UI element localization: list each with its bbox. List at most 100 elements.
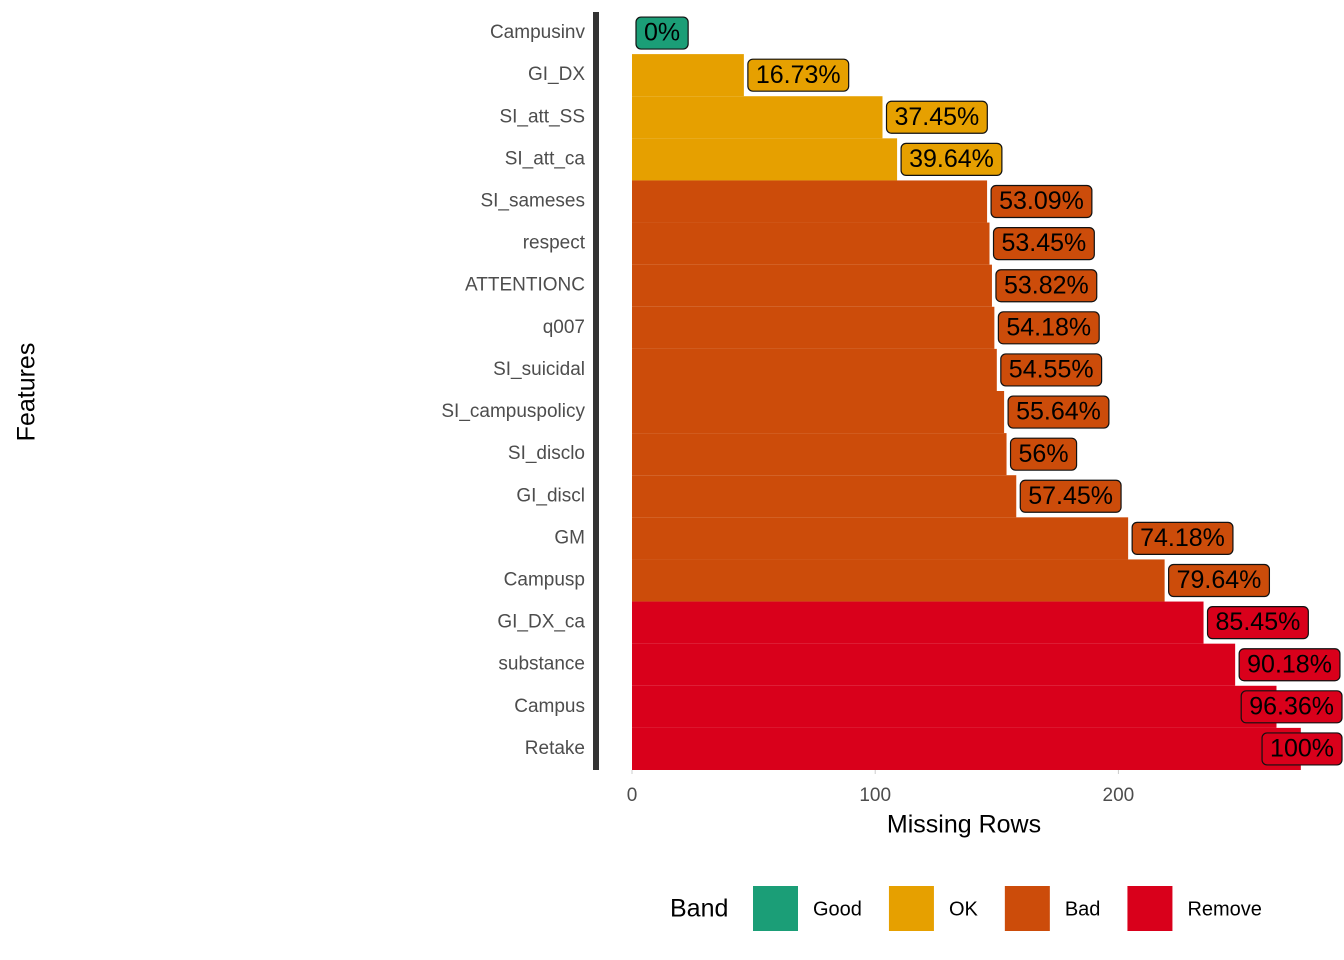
data-label-text: 39.64% <box>909 145 994 173</box>
data-label-box <box>1007 395 1110 429</box>
data-label: 55.64% <box>1007 395 1110 429</box>
data-label: 0% <box>635 16 689 50</box>
legend-label: Bad <box>1065 898 1101 920</box>
data-label-text: 16.73% <box>756 61 841 89</box>
bar <box>632 559 1165 602</box>
data-label-box <box>885 100 988 134</box>
data-label-box <box>995 269 1098 303</box>
data-label-box <box>1168 563 1271 598</box>
legend-title: Band <box>670 895 728 923</box>
data-label-text: 37.45% <box>895 103 980 131</box>
data-label-text: 90.18% <box>1247 650 1332 678</box>
data-label: 57.45% <box>1019 479 1122 513</box>
data-label-text: 56% <box>1019 440 1069 468</box>
y-tick-label: GI_DX_ca <box>497 612 585 633</box>
data-label-box <box>1131 521 1234 555</box>
data-label-box <box>635 16 689 50</box>
data-label: 85.45% <box>1206 606 1309 640</box>
legend-label: Good <box>813 898 862 920</box>
y-tick-label: ATTENTIONC <box>465 275 585 296</box>
data-label: 53.45% <box>992 227 1095 261</box>
data-label-box <box>1238 648 1341 682</box>
data-label-text: 53.09% <box>999 187 1084 215</box>
legend-key <box>753 886 798 931</box>
legend-label: Remove <box>1187 898 1261 920</box>
data-label-box <box>1261 732 1343 766</box>
bar <box>632 601 1204 644</box>
x-tick-label: 0 <box>627 785 638 806</box>
data-label: 79.64% <box>1168 563 1271 598</box>
data-label-box <box>1206 606 1309 640</box>
data-label: 16.73% <box>747 58 850 92</box>
data-label: 54.55% <box>1000 353 1103 387</box>
legend-key <box>888 886 934 931</box>
data-label-box <box>1019 479 1122 513</box>
data-label-text: 55.64% <box>1016 398 1101 426</box>
data-label-box <box>1240 690 1343 724</box>
legend-key <box>1127 886 1173 931</box>
y-tick-label: Retake <box>525 738 585 759</box>
y-tick-label: GM <box>554 527 585 548</box>
data-label: 53.82% <box>995 269 1098 303</box>
bar <box>632 138 898 181</box>
y-tick-label: GI_discl <box>516 485 585 506</box>
y-tick-label: GI_DX <box>528 64 585 85</box>
bar <box>632 180 988 223</box>
bar <box>632 96 883 139</box>
data-label: 54.18% <box>997 311 1100 345</box>
data-label-box <box>1009 437 1078 471</box>
bar <box>632 348 997 391</box>
data-label-text: 100% <box>1270 735 1334 763</box>
data-label: 53.09% <box>990 184 1093 219</box>
data-label-box <box>997 311 1100 345</box>
data-label-box <box>990 184 1093 219</box>
data-label: 100% <box>1261 732 1343 766</box>
data-label-text: 53.82% <box>1004 271 1089 299</box>
data-label-box <box>1000 353 1103 387</box>
data-label-box <box>900 142 1003 176</box>
bar <box>632 306 995 349</box>
data-label: 39.64% <box>900 142 1003 176</box>
data-label: 90.18% <box>1238 648 1341 682</box>
data-label-text: 57.45% <box>1028 482 1113 510</box>
bar <box>632 643 1236 686</box>
data-label-text: 53.45% <box>1002 229 1087 257</box>
bar <box>632 727 1301 770</box>
y-tick-label: SI_att_ca <box>505 148 586 169</box>
bar <box>632 391 1005 434</box>
y-tick-label: Campusp <box>504 570 585 591</box>
data-label: 37.45% <box>885 100 988 134</box>
y-tick-label: SI_disclo <box>508 443 585 464</box>
y-tick-label: respect <box>523 233 586 254</box>
legend-label: OK <box>949 898 979 920</box>
bar <box>632 433 1007 476</box>
data-label-text: 54.18% <box>1006 313 1091 341</box>
y-tick-label: SI_sameses <box>480 191 585 212</box>
bar <box>632 54 744 97</box>
x-axis-title: Missing Rows <box>887 811 1041 839</box>
y-tick-label: Campus <box>514 696 585 717</box>
data-label-text: 0% <box>644 19 680 47</box>
data-label-text: 54.55% <box>1009 356 1094 384</box>
data-label-box <box>747 58 850 92</box>
x-tick-label: 100 <box>859 785 891 806</box>
y-tick-label: Campusinv <box>490 22 586 43</box>
x-tick-label: 200 <box>1103 785 1135 806</box>
data-label: 96.36% <box>1240 690 1343 724</box>
y-tick-label: SI_att_SS <box>499 106 585 127</box>
bar <box>632 264 992 307</box>
data-label-text: 74.18% <box>1140 524 1225 552</box>
data-label-text: 85.45% <box>1216 608 1301 636</box>
bar <box>632 685 1277 728</box>
legend-key <box>1004 886 1050 931</box>
data-label: 56% <box>1009 437 1078 471</box>
y-tick-label: SI_suicidal <box>493 359 585 380</box>
bar <box>632 517 1129 560</box>
bar <box>632 222 990 265</box>
data-label-text: 79.64% <box>1177 566 1262 594</box>
data-label-box <box>992 227 1095 261</box>
y-tick-label: SI_campuspolicy <box>441 401 585 422</box>
data-label: 74.18% <box>1131 521 1234 555</box>
